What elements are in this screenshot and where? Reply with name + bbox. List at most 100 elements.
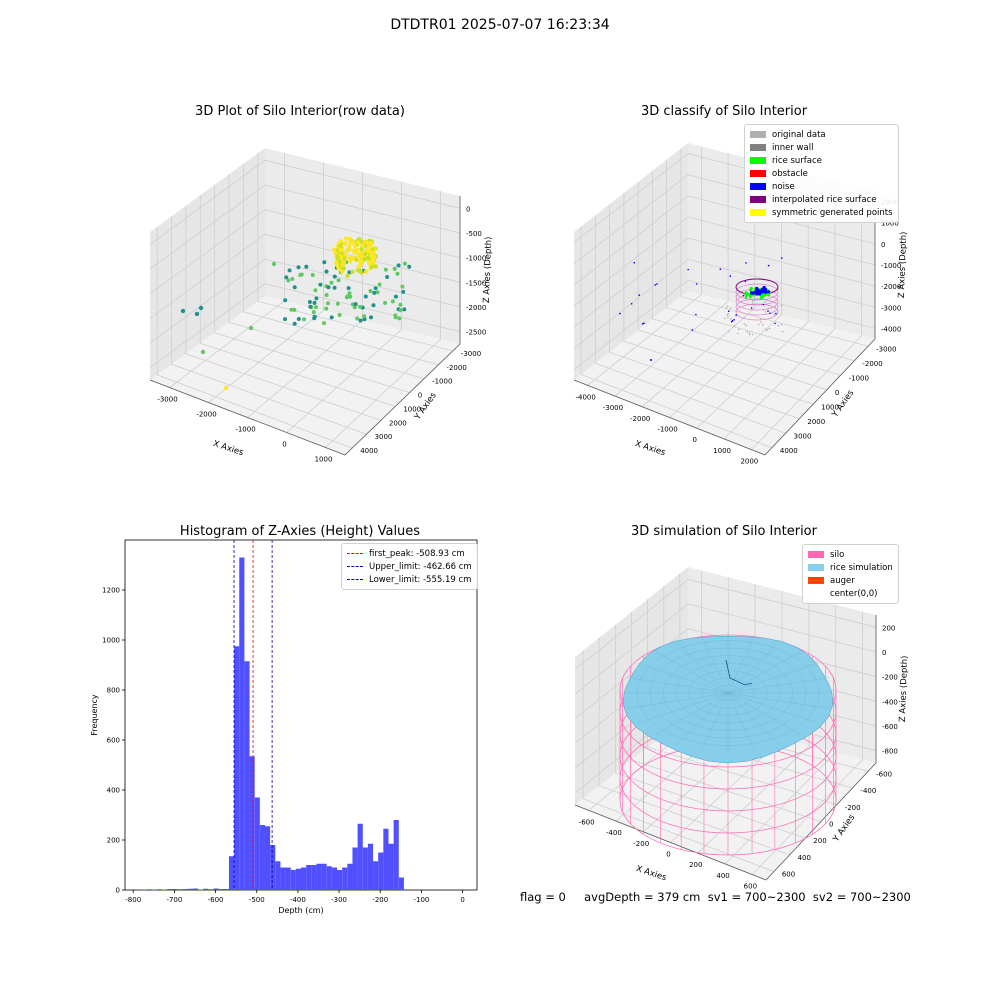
p2-wire-ring bbox=[735, 298, 779, 316]
p4-rice-mesh-spoke bbox=[727, 650, 802, 694]
p1-data-point bbox=[286, 278, 291, 283]
p2-z-tick-label: -2000 bbox=[881, 283, 901, 291]
p1-data-point bbox=[357, 238, 363, 243]
p1-data-point bbox=[339, 245, 345, 251]
p1-data-point bbox=[360, 254, 365, 259]
p1-y-gridline bbox=[242, 163, 439, 366]
p1-z-gridline bbox=[149, 258, 461, 344]
histogram-bar bbox=[192, 888, 199, 890]
histogram-bar bbox=[172, 889, 178, 890]
p2-rice-point bbox=[744, 291, 748, 294]
p3-x-tick-label: -800 bbox=[125, 896, 141, 904]
p1-data-point bbox=[344, 249, 349, 254]
p4-y-gridline bbox=[582, 650, 775, 872]
p1-data-point bbox=[400, 284, 405, 289]
p2-rice-point bbox=[760, 293, 763, 297]
p2-rice-point bbox=[761, 295, 764, 299]
p1-data-point bbox=[360, 243, 365, 248]
p1-data-point bbox=[407, 264, 412, 269]
p1-data-point bbox=[355, 241, 360, 246]
p1-data-point bbox=[362, 257, 367, 262]
p1-data-point bbox=[296, 317, 301, 321]
p2-x-gridline bbox=[751, 187, 862, 450]
p2-original-point bbox=[759, 317, 762, 320]
p4-y-tick-label: 600 bbox=[782, 871, 795, 879]
p1-data-point bbox=[347, 291, 352, 296]
p2-rice-point bbox=[754, 289, 758, 293]
panel3-title: Histogram of Z-Axies (Height) Values bbox=[179, 524, 421, 539]
histogram-bar bbox=[162, 889, 168, 890]
p1-data-point bbox=[352, 305, 357, 310]
p2-y-tick-label: -2000 bbox=[862, 360, 882, 368]
p1-x-tick-label: -1000 bbox=[235, 426, 255, 434]
p2-original-point bbox=[770, 317, 773, 319]
p2-rice-point bbox=[748, 293, 752, 297]
p1-data-point bbox=[343, 253, 348, 258]
p2-original-point bbox=[760, 321, 762, 323]
p2-noise-point bbox=[728, 310, 730, 313]
histogram-bar bbox=[208, 889, 214, 890]
p1-data-point bbox=[346, 286, 351, 291]
p1-z-gridline bbox=[149, 209, 461, 295]
p2-noise-point bbox=[750, 291, 755, 295]
p1-x-tick-label: 0 bbox=[282, 441, 286, 449]
p1-data-point bbox=[343, 236, 349, 241]
p1-data-point bbox=[365, 239, 370, 245]
p2-noise-point bbox=[762, 285, 766, 290]
p1-data-point bbox=[390, 299, 395, 304]
p2-noise-point bbox=[733, 318, 735, 321]
p4-y-axis-label: Y Axies bbox=[831, 812, 858, 844]
p1-data-point bbox=[198, 305, 204, 311]
p2-noise-point bbox=[758, 292, 762, 296]
panel2-legend-item: rice surface bbox=[750, 154, 893, 167]
p4-y-tick-label: 400 bbox=[798, 854, 811, 862]
p2-original-point bbox=[781, 304, 783, 307]
p1-data-point bbox=[341, 256, 347, 261]
p1-x-gridline bbox=[247, 172, 363, 418]
p1-data-point bbox=[371, 250, 376, 255]
legend-label: rice surface bbox=[772, 155, 822, 166]
p1-data-point bbox=[312, 314, 317, 319]
p2-original-point bbox=[748, 333, 751, 336]
legend-label: center(0,0) bbox=[830, 588, 878, 599]
p2-original-point bbox=[765, 328, 767, 330]
p2-noise-point bbox=[754, 291, 759, 295]
histogram-bar bbox=[393, 820, 399, 890]
p4-rice-mesh-spoke bbox=[727, 692, 829, 709]
p4-rice-mesh-spoke bbox=[654, 650, 729, 694]
histogram-bar bbox=[290, 870, 296, 890]
p1-data-point bbox=[304, 264, 309, 269]
p1-data-point bbox=[371, 261, 376, 266]
p3-x-tick-label: -400 bbox=[290, 896, 306, 904]
p3-y-tick-label: 1000 bbox=[102, 637, 120, 645]
p2-original-point bbox=[727, 315, 729, 318]
p1-data-point bbox=[324, 269, 329, 274]
p1-data-point bbox=[385, 275, 390, 279]
panel4-legend-item: silo bbox=[808, 548, 893, 561]
p4-z-gridline bbox=[574, 628, 877, 720]
p4-rice-mesh-spoke bbox=[637, 662, 729, 694]
p4-y-gridline bbox=[598, 637, 790, 856]
legend-label: rice simulation bbox=[830, 562, 893, 573]
p1-x-gridline bbox=[169, 152, 285, 388]
p2-rice-point bbox=[760, 295, 764, 299]
p2-x-tick-label: -3000 bbox=[603, 404, 623, 412]
p1-data-point bbox=[336, 251, 341, 256]
p2-noise-point bbox=[641, 323, 644, 325]
p2-rice-point bbox=[748, 295, 752, 299]
p4-x-gridline bbox=[752, 611, 863, 875]
p1-data-point bbox=[356, 264, 362, 269]
p1-y-tick-label: 3000 bbox=[375, 433, 393, 441]
p2-y-tick-label: 0 bbox=[835, 389, 839, 397]
p2-noise-point bbox=[756, 288, 760, 293]
p2-rice-point bbox=[762, 292, 765, 296]
p2-original-point bbox=[773, 314, 775, 316]
p1-data-point bbox=[348, 238, 353, 243]
p1-x-gridline bbox=[325, 191, 441, 448]
p4-y-tick-label: 200 bbox=[813, 837, 826, 845]
p1-data-point bbox=[349, 256, 355, 261]
p1-data-point bbox=[362, 243, 368, 248]
p2-noise-point bbox=[745, 262, 747, 264]
p3-x-tick-label: -700 bbox=[166, 896, 182, 904]
p1-y-gridline bbox=[199, 195, 396, 407]
